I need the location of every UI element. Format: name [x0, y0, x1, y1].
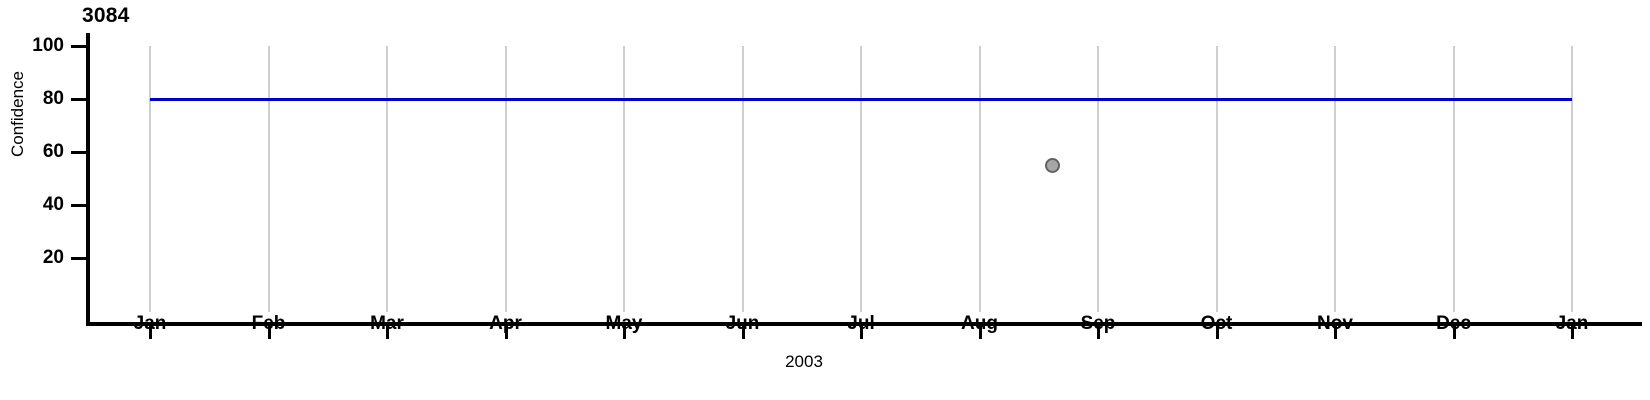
data-point-0[interactable]	[1045, 157, 1061, 173]
gridline-jun-5	[741, 46, 744, 312]
y-tick-60	[71, 151, 87, 154]
threshold-line	[150, 98, 1572, 101]
x-tick-label-mar-2: Mar	[370, 313, 404, 334]
gridline-jan-12	[1571, 46, 1573, 312]
x-tick-label-feb-1: Feb	[251, 313, 286, 334]
x-tick-jun-5	[741, 325, 745, 339]
x-tick-feb-1	[267, 325, 271, 339]
x-tick-nov-10	[1334, 325, 1337, 339]
gridline-mar-2	[386, 46, 388, 312]
x-axis-title-wrap: 2003	[0, 352, 1650, 372]
x-tick-jan-0	[149, 325, 152, 339]
x-tick-mar-2	[386, 325, 389, 339]
x-tick-aug-7	[978, 325, 982, 339]
gridline-jan-0	[149, 46, 151, 312]
gridline-sep-8	[1097, 46, 1099, 312]
x-tick-label-nov-10: Nov	[1317, 313, 1353, 334]
y-tick-label-40: 40	[42, 194, 64, 215]
gridline-feb-1	[267, 46, 270, 312]
gridline-may-4	[623, 46, 625, 312]
x-tick-oct-9	[1215, 325, 1219, 339]
x-tick-label-jan-12: Jan	[1555, 313, 1589, 334]
y-tick-label-60: 60	[42, 141, 64, 162]
x-axis-title: 2003	[785, 352, 823, 371]
x-tick-label-oct-9: Oct	[1200, 313, 1233, 334]
gridline-jul-6	[860, 46, 862, 312]
x-tick-jul-6	[860, 325, 863, 339]
y-tick-20	[71, 257, 87, 260]
y-tick-label-100: 100	[32, 35, 64, 56]
gridline-dec-11	[1452, 46, 1455, 312]
x-tick-jan-12	[1571, 325, 1574, 339]
plot-area	[90, 33, 1642, 322]
gridline-nov-10	[1334, 46, 1336, 312]
x-tick-dec-11	[1452, 325, 1456, 339]
y-axis-line	[86, 33, 90, 325]
y-tick-40	[71, 204, 87, 207]
x-tick-may-4	[623, 325, 626, 339]
gridline-oct-9	[1215, 46, 1218, 312]
x-tick-label-jul-6: Jul	[847, 313, 875, 334]
x-tick-label-dec-11: Dec	[1436, 313, 1471, 334]
x-tick-label-jun-5: Jun	[725, 313, 760, 334]
y-axis-title: Confidence	[8, 71, 27, 158]
chart-title: 3084	[82, 4, 130, 27]
x-tick-label-may-4: May	[605, 313, 643, 334]
x-tick-label-jan-0: Jan	[133, 313, 167, 334]
y-tick-label-20: 20	[42, 247, 64, 268]
x-tick-label-sep-8: Sep	[1080, 313, 1116, 334]
y-tick-80	[71, 98, 87, 101]
y-tick-100	[71, 45, 87, 48]
x-axis-line	[86, 322, 1642, 326]
x-tick-sep-8	[1097, 325, 1100, 339]
x-tick-label-apr-3: Apr	[489, 313, 522, 334]
gridline-aug-7	[978, 46, 981, 312]
x-tick-apr-3	[504, 325, 508, 339]
y-tick-label-80: 80	[42, 88, 64, 109]
gridline-apr-3	[504, 46, 507, 312]
x-tick-label-aug-7: Aug	[961, 313, 998, 334]
